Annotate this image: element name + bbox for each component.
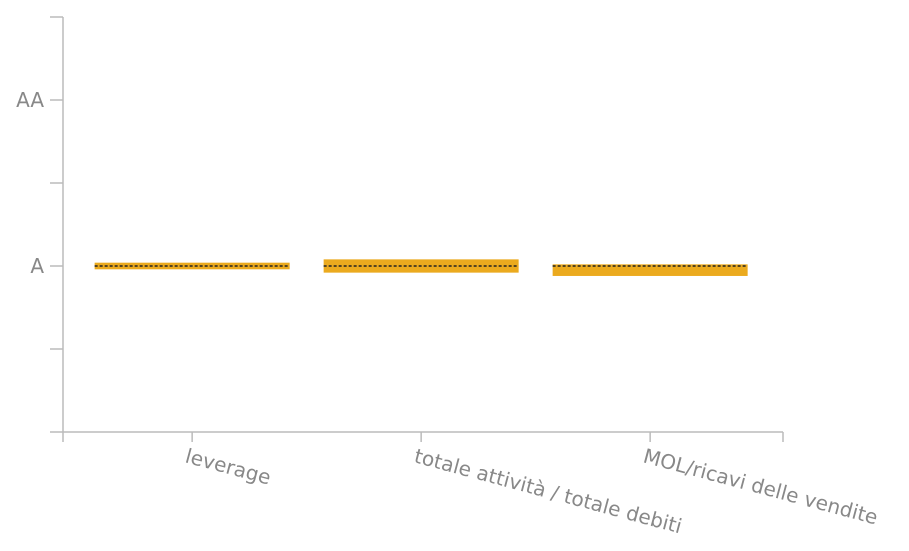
bars: [94, 259, 748, 276]
y-ticks: AAA: [16, 16, 63, 433]
x-tick-label: leverage: [183, 444, 274, 490]
axes: [62, 17, 783, 433]
range-bar: [552, 264, 748, 276]
y-tick-label: AA: [16, 88, 44, 112]
x-ticks: leverage totale attività / totale debitiM…: [62, 432, 880, 538]
y-tick-label: A: [30, 254, 44, 278]
